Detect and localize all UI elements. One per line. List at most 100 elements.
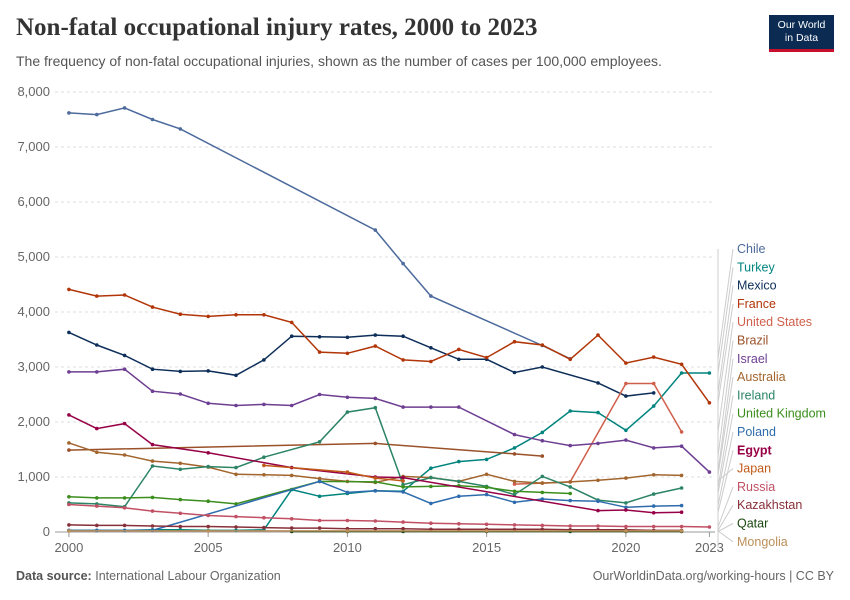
- data-point-mongolia[interactable]: [67, 529, 71, 533]
- data-point-israel[interactable]: [67, 370, 71, 374]
- series-line-brazil[interactable]: [68, 442, 543, 457]
- data-point-russia[interactable]: [679, 524, 684, 529]
- data-point-poland[interactable]: [679, 503, 684, 508]
- legend-item-egypt[interactable]: Egypt: [737, 443, 773, 457]
- data-point-turkey[interactable]: [596, 410, 600, 415]
- data-point-turkey[interactable]: [679, 371, 684, 375]
- series-line-israel[interactable]: [68, 368, 710, 473]
- data-point-russia[interactable]: [596, 524, 600, 528]
- data-point-chile[interactable]: [429, 294, 433, 298]
- data-point-ireland[interactable]: [206, 464, 210, 469]
- data-point-brazil[interactable]: [512, 452, 517, 456]
- data-point-russia[interactable]: [95, 504, 99, 508]
- data-point-united-kingdom[interactable]: [67, 495, 71, 499]
- series-line-japan[interactable]: [263, 464, 404, 482]
- data-point-united-states[interactable]: [512, 482, 517, 486]
- data-point-france[interactable]: [67, 287, 71, 292]
- data-point-united-kingdom[interactable]: [178, 497, 183, 502]
- data-point-russia[interactable]: [317, 518, 322, 523]
- data-point-chile[interactable]: [373, 228, 378, 232]
- data-point-chile[interactable]: [122, 106, 127, 110]
- data-point-united-kingdom[interactable]: [150, 495, 155, 500]
- data-point-turkey[interactable]: [429, 466, 433, 471]
- data-point-australia[interactable]: [262, 473, 266, 477]
- data-point-france[interactable]: [373, 344, 378, 348]
- data-point-israel[interactable]: [150, 389, 155, 394]
- data-point-russia[interactable]: [67, 502, 71, 507]
- data-point-poland[interactable]: [457, 494, 461, 499]
- data-point-turkey[interactable]: [512, 446, 517, 450]
- data-point-russia[interactable]: [373, 519, 378, 523]
- series-line-chile[interactable]: [68, 107, 571, 360]
- data-point-australia[interactable]: [150, 459, 155, 463]
- data-point-israel[interactable]: [651, 446, 656, 450]
- data-point-ireland[interactable]: [651, 492, 656, 496]
- data-point-poland[interactable]: [317, 479, 322, 484]
- data-point-turkey[interactable]: [624, 428, 628, 433]
- data-point-ireland[interactable]: [624, 501, 628, 505]
- data-point-ireland[interactable]: [540, 474, 545, 479]
- data-point-ireland[interactable]: [178, 467, 183, 472]
- series-brazil[interactable]: [67, 441, 545, 458]
- data-point-russia[interactable]: [289, 517, 294, 521]
- series-israel[interactable]: [67, 367, 712, 474]
- data-point-egypt[interactable]: [624, 508, 628, 512]
- data-point-russia[interactable]: [568, 524, 572, 528]
- data-point-ireland[interactable]: [373, 405, 378, 410]
- data-point-mexico[interactable]: [401, 334, 405, 339]
- data-point-ireland[interactable]: [234, 465, 238, 470]
- series-line-mexico[interactable]: [68, 331, 654, 397]
- data-point-chile[interactable]: [67, 111, 71, 115]
- data-point-mexico[interactable]: [596, 381, 600, 385]
- data-point-poland[interactable]: [429, 501, 433, 506]
- legend-item-united-states[interactable]: United States: [737, 315, 812, 329]
- data-point-united-states[interactable]: [679, 430, 684, 434]
- data-point-france[interactable]: [150, 305, 155, 309]
- data-point-russia[interactable]: [540, 523, 545, 528]
- data-point-kazakhstan[interactable]: [401, 526, 405, 531]
- data-point-france[interactable]: [234, 313, 238, 317]
- data-point-australia[interactable]: [234, 472, 238, 477]
- data-point-russia[interactable]: [624, 524, 628, 529]
- data-point-israel[interactable]: [95, 370, 99, 374]
- series-line-france[interactable]: [68, 288, 711, 404]
- legend-item-australia[interactable]: Australia: [737, 370, 786, 384]
- data-point-australia[interactable]: [95, 450, 99, 455]
- data-point-australia[interactable]: [484, 472, 489, 477]
- data-point-poland[interactable]: [373, 489, 378, 493]
- data-point-france[interactable]: [707, 401, 712, 405]
- legend-item-mongolia[interactable]: Mongolia: [737, 535, 788, 549]
- data-point-australia[interactable]: [122, 453, 127, 457]
- data-point-united-kingdom[interactable]: [373, 480, 378, 484]
- data-point-ireland[interactable]: [345, 410, 350, 414]
- data-point-brazil[interactable]: [540, 454, 545, 458]
- data-point-france[interactable]: [429, 359, 433, 364]
- data-point-chile[interactable]: [178, 127, 183, 131]
- data-point-mexico[interactable]: [429, 346, 433, 350]
- data-point-poland[interactable]: [596, 499, 600, 504]
- data-point-kazakhstan[interactable]: [95, 523, 99, 528]
- series-mongolia[interactable]: [67, 529, 684, 533]
- data-point-united-kingdom[interactable]: [512, 489, 517, 494]
- data-point-france[interactable]: [95, 294, 99, 298]
- data-point-mongolia[interactable]: [206, 529, 210, 533]
- data-point-israel[interactable]: [373, 396, 378, 401]
- data-point-australia[interactable]: [596, 478, 600, 483]
- data-point-united-kingdom[interactable]: [122, 496, 127, 500]
- series-united-kingdom[interactable]: [67, 479, 572, 506]
- data-point-united-states[interactable]: [624, 381, 628, 386]
- data-point-mexico[interactable]: [262, 358, 266, 362]
- legend-item-qatar[interactable]: Qatar: [737, 517, 768, 531]
- data-point-united-kingdom[interactable]: [540, 490, 545, 495]
- data-point-france[interactable]: [401, 358, 405, 362]
- legend-item-kazakhstan[interactable]: Kazakhstan: [737, 498, 802, 512]
- data-point-ireland[interactable]: [150, 464, 155, 468]
- legend-item-turkey[interactable]: Turkey: [737, 260, 775, 274]
- data-point-russia[interactable]: [234, 514, 238, 519]
- data-point-turkey[interactable]: [568, 409, 572, 413]
- data-point-united-states[interactable]: [651, 381, 656, 386]
- series-poland[interactable]: [67, 479, 684, 533]
- data-point-israel[interactable]: [345, 395, 350, 400]
- data-point-united-kingdom[interactable]: [206, 499, 210, 504]
- data-point-turkey[interactable]: [707, 371, 712, 375]
